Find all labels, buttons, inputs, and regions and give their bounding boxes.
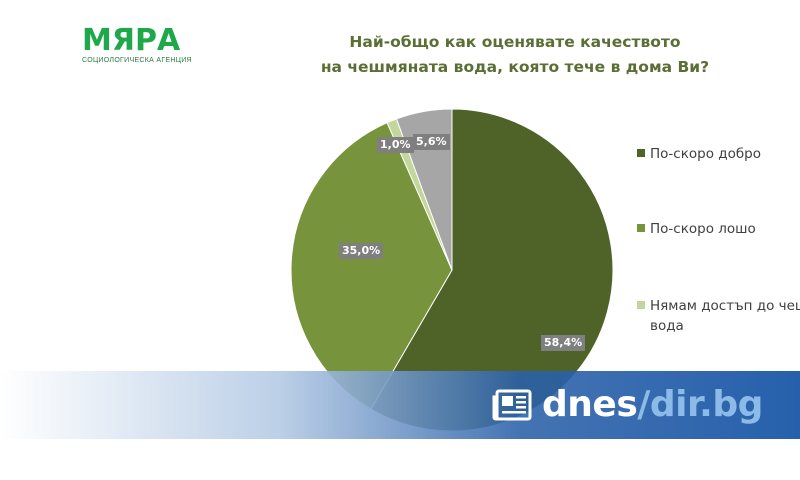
- chart-title: Най-общо как оценявате качеството на чеш…: [300, 30, 730, 80]
- newspaper-icon: [492, 389, 532, 421]
- brand-slash: /: [637, 384, 650, 425]
- legend-swatch-icon: [637, 301, 645, 309]
- legend-label-continuation: вода: [650, 318, 684, 334]
- chart-title-line-1: Най-общо как оценявате качеството: [349, 33, 681, 51]
- legend-label: По-скоро добро: [650, 146, 761, 162]
- myara-logo: МЯРА СОЦИОЛОГИЧЕСКА АГЕНЦИЯ: [82, 23, 192, 65]
- brand-name: dnes: [542, 384, 638, 425]
- label-rather-bad: 35,0%: [339, 243, 384, 259]
- legend-swatch-icon: [637, 224, 645, 232]
- legend-label: Нямам достъп до чешмян: [650, 298, 800, 314]
- label-no-access: 1,0%: [377, 137, 414, 153]
- dnes-dir-watermark: dnes / dir.bg: [492, 385, 763, 425]
- legend-item-no-access: Нямам достъп до чешмян вода: [637, 296, 800, 336]
- legend-label: По-скоро лошо: [650, 221, 756, 237]
- label-rather-good: 58,4%: [541, 335, 586, 351]
- legend-item-rather-good: По-скоро добро: [637, 146, 761, 162]
- chart-title-line-2: на чешмяната вода, която тече в дома Ви?: [320, 58, 710, 76]
- legend-item-rather-bad: По-скоро лошо: [637, 221, 756, 237]
- brand-domain: dir.bg: [649, 384, 763, 425]
- watermark-band: [0, 371, 800, 439]
- logo-subtitle: СОЦИОЛОГИЧЕСКА АГЕНЦИЯ: [82, 57, 192, 64]
- legend-swatch-icon: [637, 149, 645, 157]
- label-cannot-judge: 5,6%: [413, 134, 450, 150]
- logo-name: МЯРА: [82, 23, 181, 58]
